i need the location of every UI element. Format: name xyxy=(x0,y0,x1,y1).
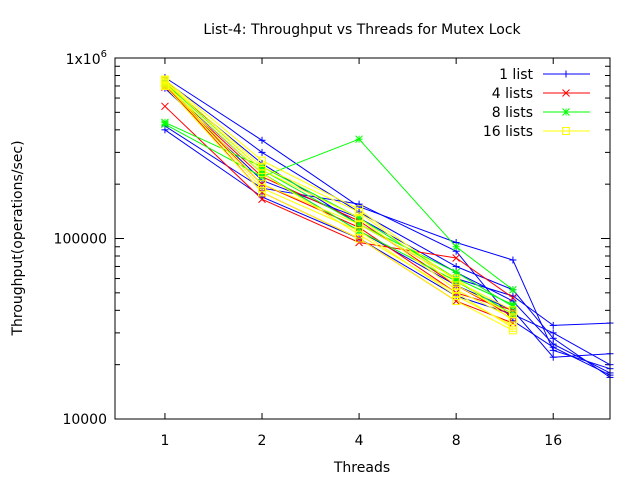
data-point xyxy=(509,319,517,327)
data-point xyxy=(509,293,517,302)
data-point xyxy=(258,148,266,156)
data-point xyxy=(355,135,363,144)
data-point xyxy=(355,213,364,222)
y-tick-label-top: 1x106 xyxy=(66,49,107,68)
data-point xyxy=(562,70,570,78)
data-point xyxy=(355,200,363,208)
data-point xyxy=(258,184,267,193)
data-point xyxy=(562,127,570,135)
data-point xyxy=(258,184,266,192)
y-tick-label: 10000 xyxy=(62,412,107,428)
data-point xyxy=(161,118,169,127)
data-point xyxy=(258,180,267,189)
data-point xyxy=(509,256,517,264)
data-point xyxy=(452,254,461,262)
data-point xyxy=(160,81,169,90)
plot-frame xyxy=(114,57,611,420)
data-point xyxy=(549,353,557,361)
data-point xyxy=(452,277,461,286)
data-point xyxy=(562,108,570,116)
series-markers xyxy=(160,73,614,381)
data-point xyxy=(258,136,266,144)
data-point xyxy=(549,321,557,329)
data-point xyxy=(355,208,364,217)
data-point xyxy=(258,169,267,178)
data-point xyxy=(562,89,570,97)
x-tick-label: 2 xyxy=(258,433,267,449)
x-tick-label: 8 xyxy=(452,433,461,449)
y-tick-labels: 10000 100000 xyxy=(54,232,107,429)
data-point xyxy=(452,242,461,251)
legend-label: 8 lists xyxy=(492,105,533,121)
x-axis-label: Threads xyxy=(333,460,390,476)
x-tick-labels: 1 2 4 8 16 xyxy=(160,433,562,449)
data-point xyxy=(549,343,557,351)
y-tick-label: 100000 xyxy=(54,232,107,248)
legend-label: 1 list xyxy=(499,67,533,83)
data-point xyxy=(161,102,169,111)
data-point xyxy=(258,188,267,197)
data-point xyxy=(509,285,517,294)
data-point xyxy=(549,329,557,337)
data-point xyxy=(508,306,517,315)
data-point xyxy=(508,310,517,319)
x-tick-label: 4 xyxy=(355,433,364,449)
data-point xyxy=(508,326,517,335)
data-point xyxy=(258,195,266,204)
data-point xyxy=(452,288,461,297)
data-point xyxy=(355,234,364,243)
data-point xyxy=(509,310,517,319)
data-point xyxy=(452,297,461,306)
data-point xyxy=(452,274,461,283)
x-tick-label: 16 xyxy=(544,433,562,449)
chart-title: List-4: Throughput vs Threads for Mutex … xyxy=(203,22,521,38)
legend-label: 16 lists xyxy=(483,124,533,140)
y-axis-label: Throughput(operations/sec) xyxy=(10,140,26,336)
data-point xyxy=(258,180,266,189)
data-point xyxy=(452,297,461,305)
data-point xyxy=(258,156,267,165)
legend: 1 list 4 lists 8 lists 16 lists xyxy=(483,67,590,140)
data-point xyxy=(258,188,266,197)
legend-label: 4 lists xyxy=(492,86,533,102)
x-tick-label: 1 xyxy=(160,433,169,449)
series-markers-16-lists xyxy=(160,75,517,335)
